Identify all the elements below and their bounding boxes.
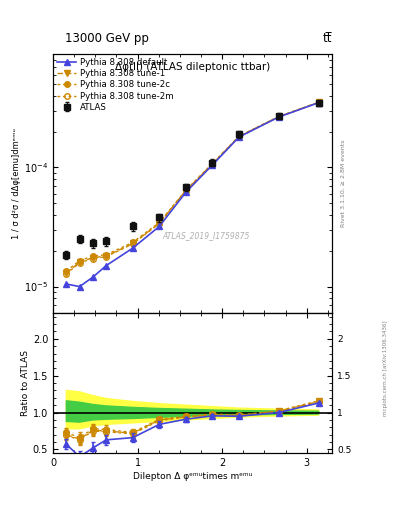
Pythia 8.308 default	[316, 99, 321, 105]
Pythia 8.308 tune-2c	[210, 160, 215, 166]
Pythia 8.308 tune-2c	[276, 113, 281, 119]
Pythia 8.308 default	[64, 281, 69, 287]
Pythia 8.308 tune-2m	[77, 260, 82, 266]
Pythia 8.308 tune-1	[77, 259, 82, 265]
Pythia 8.308 tune-2m	[104, 253, 108, 260]
Pythia 8.308 tune-1	[184, 187, 188, 194]
Pythia 8.308 tune-2c	[184, 187, 188, 193]
Pythia 8.308 tune-1	[64, 270, 69, 276]
Pythia 8.308 default	[77, 284, 82, 290]
Pythia 8.308 tune-2m	[276, 114, 281, 120]
Pythia 8.308 tune-1	[104, 253, 108, 259]
Y-axis label: 1 / σ d²σ / dΔφ[emu]dmᵉᵐᵘ: 1 / σ d²σ / dΔφ[emu]dmᵉᵐᵘ	[12, 128, 21, 239]
Pythia 8.308 tune-2c	[316, 99, 321, 105]
Pythia 8.308 tune-2c	[90, 253, 95, 259]
Text: ATLAS_2019_I1759875: ATLAS_2019_I1759875	[163, 231, 250, 240]
Pythia 8.308 tune-1	[210, 161, 215, 167]
Pythia 8.308 default	[184, 189, 188, 195]
Pythia 8.308 tune-1	[237, 134, 241, 140]
Pythia 8.308 default	[210, 162, 215, 168]
Pythia 8.308 tune-2m	[64, 271, 69, 277]
Polygon shape	[66, 391, 319, 429]
Pythia 8.308 default	[104, 263, 108, 269]
Pythia 8.308 tune-2c	[237, 133, 241, 139]
Y-axis label: Ratio to ATLAS: Ratio to ATLAS	[21, 350, 30, 416]
Line: Pythia 8.308 tune-1: Pythia 8.308 tune-1	[64, 99, 321, 276]
Line: Pythia 8.308 tune-2c: Pythia 8.308 tune-2c	[64, 99, 321, 274]
Pythia 8.308 tune-2c	[64, 268, 69, 274]
Pythia 8.308 tune-2m	[130, 241, 135, 247]
Pythia 8.308 tune-2m	[157, 221, 162, 227]
Pythia 8.308 default	[237, 134, 241, 140]
X-axis label: Dilepton Δ φᵉᵐᵘtimes mᵉᵐᵘ: Dilepton Δ φᵉᵐᵘtimes mᵉᵐᵘ	[133, 472, 252, 481]
Pythia 8.308 tune-2c	[77, 258, 82, 264]
Pythia 8.308 tune-1	[157, 220, 162, 226]
Pythia 8.308 tune-2m	[90, 255, 95, 262]
Pythia 8.308 tune-2c	[157, 220, 162, 226]
Line: Pythia 8.308 default: Pythia 8.308 default	[64, 100, 321, 289]
Pythia 8.308 tune-1	[316, 99, 321, 105]
Pythia 8.308 default	[276, 114, 281, 120]
Pythia 8.308 tune-2m	[316, 99, 321, 105]
Polygon shape	[66, 401, 319, 422]
Text: Δφ(ll) (ATLAS dileptonic ttbar): Δφ(ll) (ATLAS dileptonic ttbar)	[115, 61, 270, 72]
Pythia 8.308 tune-2m	[210, 161, 215, 167]
Pythia 8.308 default	[157, 223, 162, 229]
Pythia 8.308 tune-2m	[237, 134, 241, 140]
Y-axis label: Rivet 3.1.10, ≥ 2.8M events: Rivet 3.1.10, ≥ 2.8M events	[341, 140, 346, 227]
Pythia 8.308 default	[130, 245, 135, 251]
Line: Pythia 8.308 tune-2m: Pythia 8.308 tune-2m	[64, 100, 321, 276]
Pythia 8.308 tune-2c	[130, 239, 135, 245]
Text: 13000 GeV pp: 13000 GeV pp	[65, 32, 149, 45]
Pythia 8.308 default	[90, 274, 95, 280]
Pythia 8.308 tune-1	[130, 241, 135, 247]
Legend: Pythia 8.308 default, Pythia 8.308 tune-1, Pythia 8.308 tune-2c, Pythia 8.308 tu: Pythia 8.308 default, Pythia 8.308 tune-…	[56, 56, 175, 113]
Pythia 8.308 tune-2m	[184, 187, 188, 194]
Text: mcplots.cern.ch [arXiv:1306.3436]: mcplots.cern.ch [arXiv:1306.3436]	[383, 321, 388, 416]
Text: tt̅: tt̅	[323, 32, 332, 45]
Pythia 8.308 tune-1	[276, 114, 281, 120]
Pythia 8.308 tune-1	[90, 254, 95, 261]
Pythia 8.308 tune-2c	[104, 252, 108, 258]
